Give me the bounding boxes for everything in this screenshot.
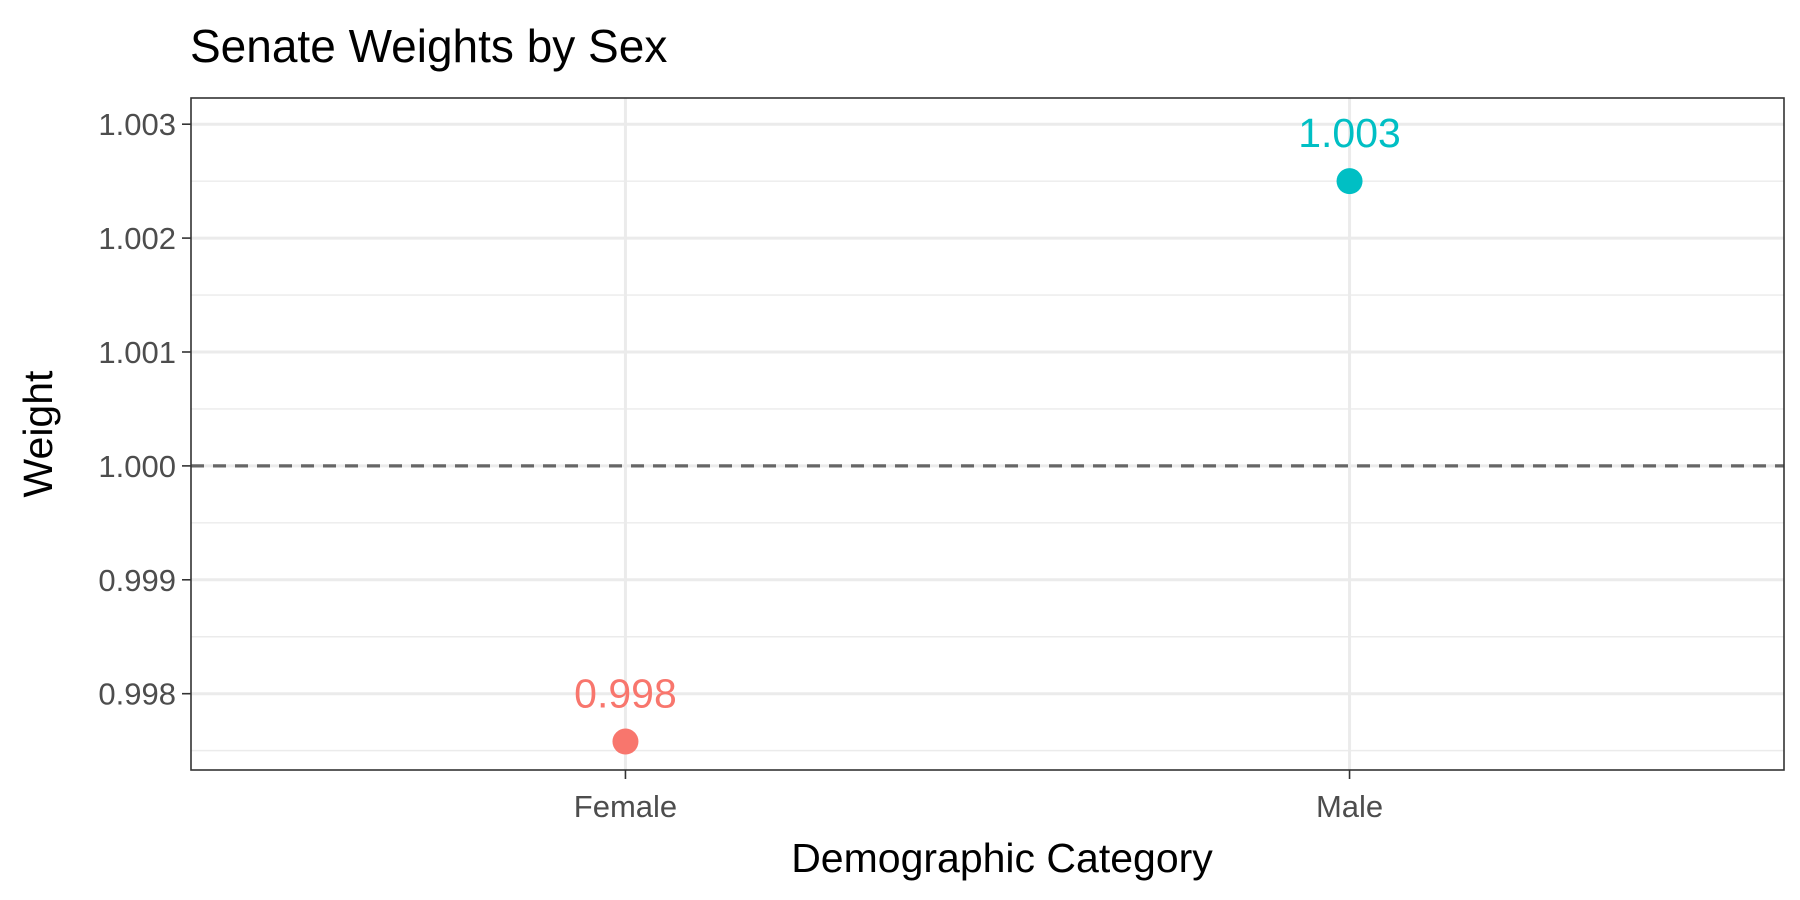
- data-label-male: 1.003: [1298, 110, 1401, 156]
- y-tick-label: 1.003: [98, 107, 176, 142]
- y-tick-label: 1.002: [98, 221, 176, 256]
- y-axis-title: Weight: [15, 370, 61, 497]
- plot-panel-border: [190, 97, 1785, 771]
- x-tick-label-male: Male: [1316, 789, 1383, 824]
- x-axis-title: Demographic Category: [791, 835, 1213, 881]
- x-axis: Female Male: [574, 770, 1383, 824]
- data-point-male: [1336, 168, 1363, 195]
- y-tick-label: 0.999: [98, 563, 176, 598]
- data-label-female: 0.998: [574, 671, 677, 717]
- y-tick-label: 1.001: [98, 335, 176, 370]
- data-labels: 0.998 1.003: [574, 110, 1401, 716]
- data-point-female: [612, 728, 639, 755]
- y-tick-label: 1.000: [98, 449, 176, 484]
- x-tick-label-female: Female: [574, 789, 677, 824]
- data-points: [612, 168, 1363, 755]
- y-tick-label: 0.998: [98, 677, 176, 712]
- grid-lines: [191, 98, 1784, 770]
- chart-title: Senate Weights by Sex: [190, 20, 667, 72]
- y-axis: 0.998 0.999 1.000 1.001 1.002 1.003: [98, 107, 191, 712]
